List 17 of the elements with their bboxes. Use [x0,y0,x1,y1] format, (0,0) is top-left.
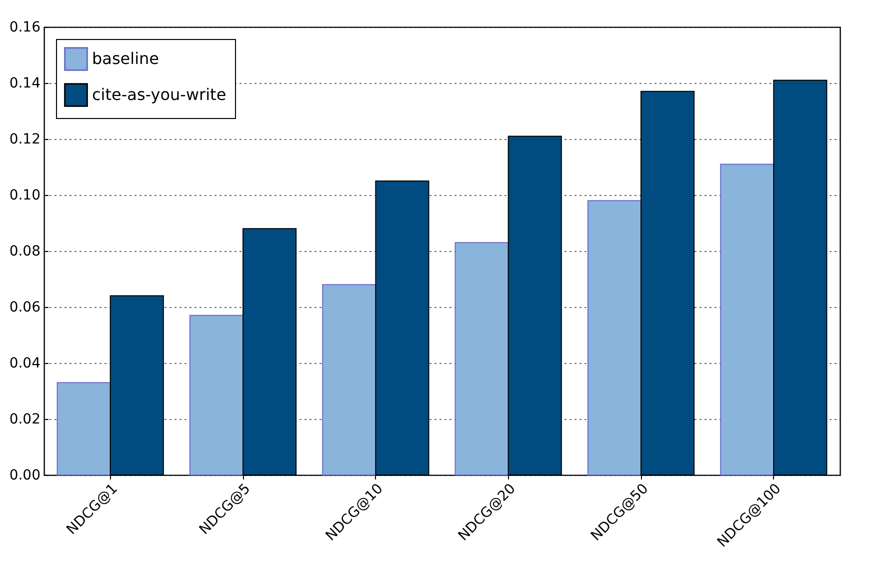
y-tick-label: 0.00 [9,468,40,484]
y-tick-label: 0.06 [9,300,41,316]
y-tick-label: 0.12 [9,132,40,148]
bar [587,200,642,476]
y-tick-label: 0.16 [9,20,41,36]
bar [720,164,774,476]
y-tick-label: 0.04 [9,356,41,372]
bar [189,314,244,476]
bar [56,382,111,476]
legend-label: baseline [92,49,160,68]
legend-label: cite-as-you-write [92,85,226,104]
y-tick-label: 0.14 [9,76,41,92]
y-tick-label: 0.10 [9,188,40,204]
bar [322,284,376,476]
y-tick-label: 0.02 [9,412,40,428]
bar [454,242,509,476]
y-tick-label: 0.08 [9,244,40,260]
